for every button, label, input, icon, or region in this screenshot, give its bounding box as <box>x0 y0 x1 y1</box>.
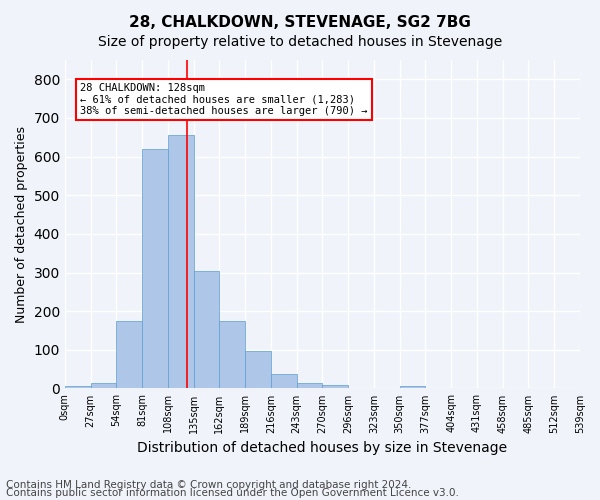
Bar <box>65 386 91 388</box>
Bar <box>245 350 271 389</box>
Y-axis label: Number of detached properties: Number of detached properties <box>15 126 28 322</box>
Text: Contains HM Land Registry data © Crown copyright and database right 2024.: Contains HM Land Registry data © Crown c… <box>6 480 412 490</box>
Text: Contains public sector information licensed under the Open Government Licence v3: Contains public sector information licen… <box>6 488 459 498</box>
Bar <box>400 386 425 388</box>
Bar <box>194 270 220 388</box>
Bar <box>91 384 116 388</box>
Text: 28 CHALKDOWN: 128sqm
← 61% of detached houses are smaller (1,283)
38% of semi-de: 28 CHALKDOWN: 128sqm ← 61% of detached h… <box>80 83 368 116</box>
Bar <box>142 149 168 388</box>
Bar <box>322 384 348 388</box>
Bar <box>116 321 142 388</box>
X-axis label: Distribution of detached houses by size in Stevenage: Distribution of detached houses by size … <box>137 441 508 455</box>
Bar <box>168 136 194 388</box>
Bar <box>271 374 296 388</box>
Text: 28, CHALKDOWN, STEVENAGE, SG2 7BG: 28, CHALKDOWN, STEVENAGE, SG2 7BG <box>129 15 471 30</box>
Text: Size of property relative to detached houses in Stevenage: Size of property relative to detached ho… <box>98 35 502 49</box>
Bar <box>220 321 245 388</box>
Bar <box>296 384 322 388</box>
